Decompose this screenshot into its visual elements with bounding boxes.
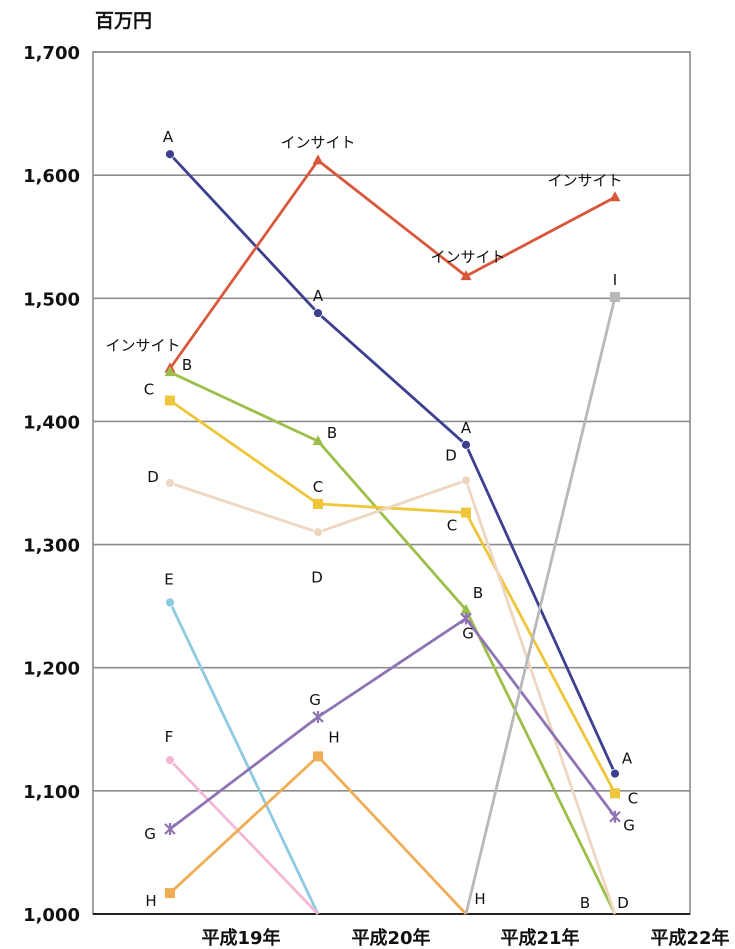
data-label-insight: インサイト (430, 248, 505, 266)
data-point-h-1 (313, 751, 323, 762)
data-point-insight-2 (460, 270, 472, 281)
data-label-a: A (461, 419, 472, 437)
y-tick-label: 1,200 (23, 659, 80, 680)
data-point-c-0 (165, 395, 175, 406)
data-label-a: A (163, 128, 174, 146)
data-label-i: I (613, 271, 617, 289)
series-line-c (169, 399, 617, 794)
data-label-d: D (311, 568, 323, 586)
data-point-a-2 (461, 439, 471, 450)
x-tick-label: 平成20年 (351, 927, 430, 949)
data-point-d-2 (461, 475, 471, 486)
data-point-a-0 (165, 149, 175, 160)
series-line-b (169, 370, 617, 915)
data-point-h-0 (165, 888, 175, 899)
y-tick-label: 1,100 (23, 782, 80, 803)
data-label-d: D (445, 447, 457, 465)
x-tick-label: 平成21年 (500, 927, 579, 949)
series-line-i (464, 296, 617, 915)
data-label-d: D (147, 468, 159, 486)
data-label-g: G (309, 691, 321, 709)
data-label-a: A (622, 750, 633, 768)
data-label-c: C (447, 517, 457, 535)
data-label-d: D (617, 894, 629, 912)
data-label-g: G (144, 825, 156, 843)
data-point-b-1 (312, 435, 324, 446)
data-point-g-3 (609, 810, 621, 823)
data-label-insight: インサイト (105, 336, 180, 354)
data-point-c-1 (313, 498, 323, 509)
data-label-e: E (164, 570, 173, 588)
data-point-g-1 (312, 710, 324, 723)
data-label-g: G (462, 624, 474, 642)
data-point-d-0 (165, 478, 175, 488)
data-label-c: C (313, 478, 323, 496)
y-tick-label: 1,400 (23, 412, 80, 433)
x-tick-label: 平成22年 (650, 927, 729, 949)
y-tick-label: 1,600 (23, 166, 80, 187)
series-line-a (168, 153, 617, 775)
data-label-c: C (144, 380, 154, 398)
data-label-insight: インサイト (547, 171, 622, 189)
data-point-g-0 (164, 823, 176, 836)
data-point-b-2 (460, 603, 472, 614)
y-tick-label: 1,300 (23, 536, 80, 557)
data-label-b: B (327, 424, 337, 442)
y-unit-label: 百万円 (95, 10, 152, 32)
y-tick-label: 1,500 (23, 289, 80, 310)
data-label-f: F (165, 728, 174, 746)
data-label-c: C (628, 789, 638, 807)
series-line-h (169, 755, 468, 915)
data-point-g-2 (460, 612, 472, 625)
series-line-g (169, 617, 617, 831)
data-point-a-1 (313, 308, 323, 318)
data-label-b: B (473, 584, 483, 602)
y-tick-label: 1,700 (23, 43, 80, 64)
data-label-g: G (623, 817, 635, 835)
data-label-h: H (328, 728, 339, 746)
series-line-f (168, 759, 320, 915)
data-label-h: H (145, 892, 156, 910)
data-point-c-2 (461, 507, 471, 518)
x-tick-label: 平成19年 (201, 927, 280, 949)
series-line-insight (168, 159, 616, 370)
data-point-c-3 (610, 788, 620, 799)
data-point-a-3 (610, 768, 620, 779)
data-point-insight-1 (312, 154, 324, 165)
data-point-insight-3 (609, 191, 621, 202)
data-point-e-0 (165, 597, 175, 608)
data-label-b: B (182, 356, 192, 374)
data-point-i-3 (610, 292, 620, 303)
data-point-f-0 (165, 755, 175, 765)
data-label-insight: インサイト (280, 133, 355, 151)
series-line-e (168, 601, 320, 915)
data-point-b-0 (164, 366, 176, 377)
data-label-b: B (580, 894, 590, 912)
data-label-h: H (474, 890, 485, 908)
y-tick-label: 1,000 (23, 905, 80, 926)
data-point-d-1 (313, 527, 323, 538)
data-label-a: A (313, 287, 324, 305)
series-line-d (169, 479, 617, 915)
